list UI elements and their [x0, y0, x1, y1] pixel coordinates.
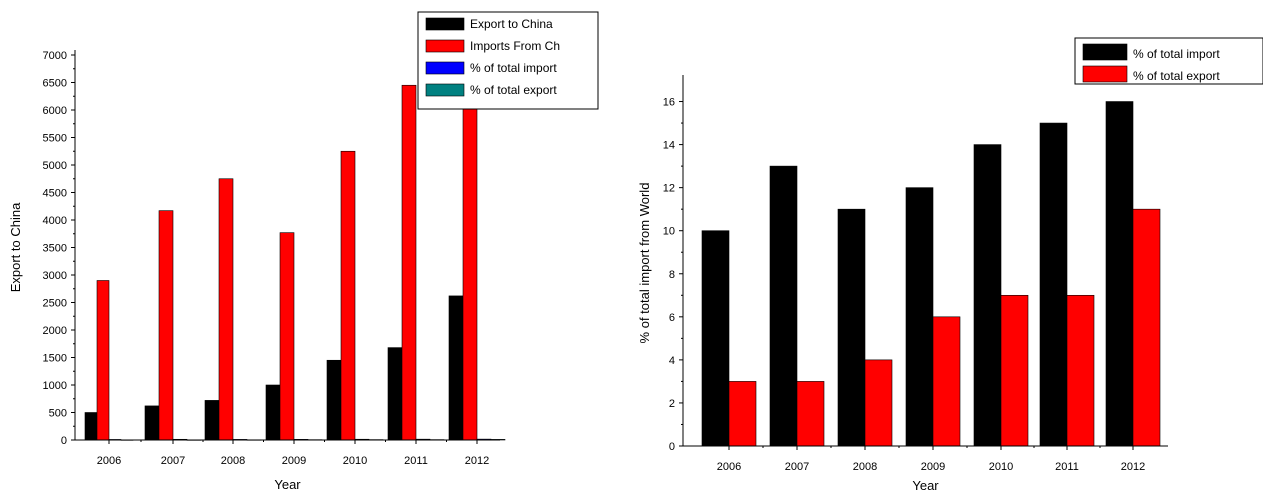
chart-1: 0 500 1000 1500 2000 2500 3000 3500 4000 4500 5000…	[8, 11, 599, 492]
bar-2-2011	[401, 84, 417, 441]
y-tick-label: 12	[663, 183, 675, 195]
bar-1-2012	[448, 295, 464, 441]
y-tick-label: 3500	[43, 243, 67, 255]
x-tick-label: 2009	[282, 455, 306, 467]
bar-1-2010	[973, 144, 1002, 447]
legend-swatch-1	[425, 17, 465, 31]
y-tick-label: 2	[669, 398, 675, 410]
x-tick-label: 2008	[221, 455, 245, 467]
bar-2-2006	[96, 280, 110, 441]
x-tick-label: 2011	[1055, 461, 1079, 473]
bar-2-2012	[462, 84, 478, 441]
legend: Export to China Imports From Ch % of total…	[417, 11, 599, 110]
bar-1-2009	[905, 187, 934, 447]
bar-2-2010	[1000, 294, 1029, 447]
y-tick-label: 1500	[43, 353, 67, 365]
bar-1-2007	[769, 165, 798, 447]
y-tick-label: 2000	[43, 325, 67, 337]
legend-label-1: Export to China	[470, 17, 553, 31]
y-tick-label: 500	[49, 408, 67, 420]
y-tick-label: 7000	[43, 50, 67, 62]
x-tick-label: 2009	[921, 461, 945, 473]
y-tick-label: 5000	[43, 160, 67, 172]
y-tick-label: 6000	[43, 105, 67, 117]
x-tick-label: 2012	[1121, 461, 1145, 473]
y-tick-label: 1000	[43, 380, 67, 392]
bar-2-2008	[864, 359, 893, 447]
y-tick-label: 6500	[43, 78, 67, 90]
x-tick-label: 2010	[343, 455, 367, 467]
legend-swatch-4	[425, 83, 465, 97]
bar-2-2010	[340, 150, 356, 441]
y-axis-title: Export to China	[8, 202, 23, 292]
x-axis-title: Year	[912, 478, 939, 493]
bar-1-2012	[1105, 101, 1134, 447]
x-tick-label: 2010	[989, 461, 1013, 473]
bar-2-2009	[932, 316, 961, 447]
y-tick-label: 2500	[43, 298, 67, 310]
chart-2: 0 2 4 6 8 10 12 14 16 2006 2007 2008 2009 2010 2011 201…	[637, 37, 1263, 493]
legend-label-2: Imports From Ch	[470, 39, 560, 53]
y-tick-label: 6	[669, 312, 675, 324]
legend-label-1: % of total import	[1133, 47, 1220, 61]
bar-2-2008	[218, 178, 234, 441]
y-tick-label: 16	[663, 97, 675, 109]
legend: % of total import % of total export	[1074, 37, 1263, 85]
y-tick-label: 14	[663, 140, 675, 152]
x-tick-label: 2007	[785, 461, 809, 473]
y-tick-label: 0	[669, 441, 675, 453]
bar-1-2008	[204, 400, 220, 441]
bar-1-2009	[265, 384, 281, 441]
bar-1-2006	[84, 412, 98, 441]
x-tick-label: 2007	[161, 455, 185, 467]
bar-2-2012	[1132, 208, 1161, 447]
x-axis-title: Year	[274, 477, 301, 492]
bar-2-2007	[158, 210, 174, 441]
bar-1-2011	[1039, 122, 1068, 447]
bar-2-2006	[728, 381, 757, 447]
y-axis-title: % of total import from World	[637, 183, 652, 344]
y-tick-label: 4500	[43, 188, 67, 200]
legend-label-4: % of total export	[470, 83, 557, 97]
legend-swatch-3	[425, 61, 465, 75]
y-tick-label: 5500	[43, 133, 67, 145]
x-tick-label: 2006	[97, 455, 121, 467]
bar-1-2011	[387, 347, 403, 441]
bar-1-2010	[326, 359, 342, 441]
y-tick-label: 4	[669, 355, 675, 367]
legend-swatch-2	[425, 39, 465, 53]
y-tick-label: 8	[669, 269, 675, 281]
x-tick-label: 2011	[404, 455, 428, 467]
y-tick-label: 0	[61, 435, 67, 447]
bar-1-2008	[837, 208, 866, 447]
y-tick-label: 3000	[43, 270, 67, 282]
legend-swatch-1	[1082, 43, 1128, 61]
x-tick-label: 2006	[717, 461, 741, 473]
legend-label-3: % of total import	[470, 61, 557, 75]
x-tick-label: 2008	[853, 461, 877, 473]
bar-2-2009	[279, 232, 295, 441]
bar-1-2006	[701, 230, 730, 447]
bar-2-2007	[796, 381, 825, 447]
bar-1-2007	[144, 405, 160, 441]
y-tick-label: 10	[663, 226, 675, 238]
x-tick-label: 2012	[465, 455, 489, 467]
legend-label-2: % of total export	[1133, 69, 1220, 83]
legend-swatch-2	[1082, 65, 1128, 83]
y-tick-label: 4000	[43, 215, 67, 227]
bar-2-2011	[1066, 294, 1095, 447]
